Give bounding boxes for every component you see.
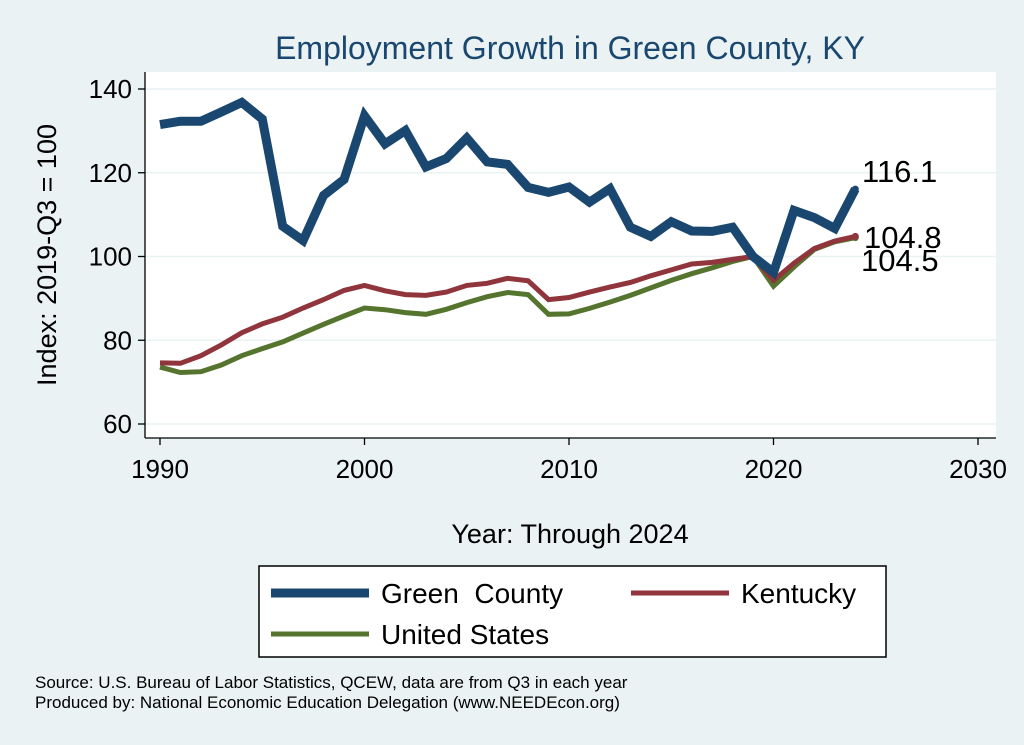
axes: 60 80 100 120 140 1990 2000 2010 2020 2030 [89, 72, 1007, 484]
y-tick-label-120: 120 [89, 158, 132, 188]
y-axis-label: Index: 2019-Q3 = 100 [32, 124, 62, 386]
end-point-green-county [851, 185, 859, 193]
plot-area [145, 72, 996, 438]
legend-box [258, 565, 887, 658]
y-tick-label-80: 80 [103, 325, 132, 355]
source-note: Source: U.S. Bureau of Labor Statistics,… [35, 673, 628, 692]
series-lines [159, 97, 860, 376]
y-tick-label-140: 140 [89, 74, 132, 104]
end-label-united-states: 104.5 [861, 243, 939, 278]
x-tick-label-2020: 2020 [745, 454, 803, 484]
x-tick-label-2010: 2010 [540, 454, 598, 484]
chart-title: Employment Growth in Green County, KY [275, 30, 865, 66]
series-line-green-county [159, 97, 860, 280]
y-tick-label-60: 60 [103, 409, 132, 439]
x-tick-label-2030: 2030 [949, 454, 1007, 484]
x-tick-label-2000: 2000 [336, 454, 394, 484]
legend-label-green-county: Green County [381, 578, 563, 609]
legend-label-united-states: United States [381, 619, 549, 650]
legend-label-kentucky: Kentucky [741, 578, 856, 609]
end-label-green-county: 116.1 [862, 154, 937, 189]
y-tick-label-100: 100 [89, 242, 132, 272]
legend: Green County Kentucky United States [258, 565, 887, 658]
end-point-kentucky [851, 232, 859, 240]
x-axis-label: Year: Through 2024 [451, 519, 688, 549]
end-label-kentucky: 104.8 [864, 220, 942, 255]
x-tick-label-1990: 1990 [131, 454, 189, 484]
producer-note: Produced by: National Economic Education… [35, 693, 620, 712]
series-line-kentucky [159, 233, 856, 366]
